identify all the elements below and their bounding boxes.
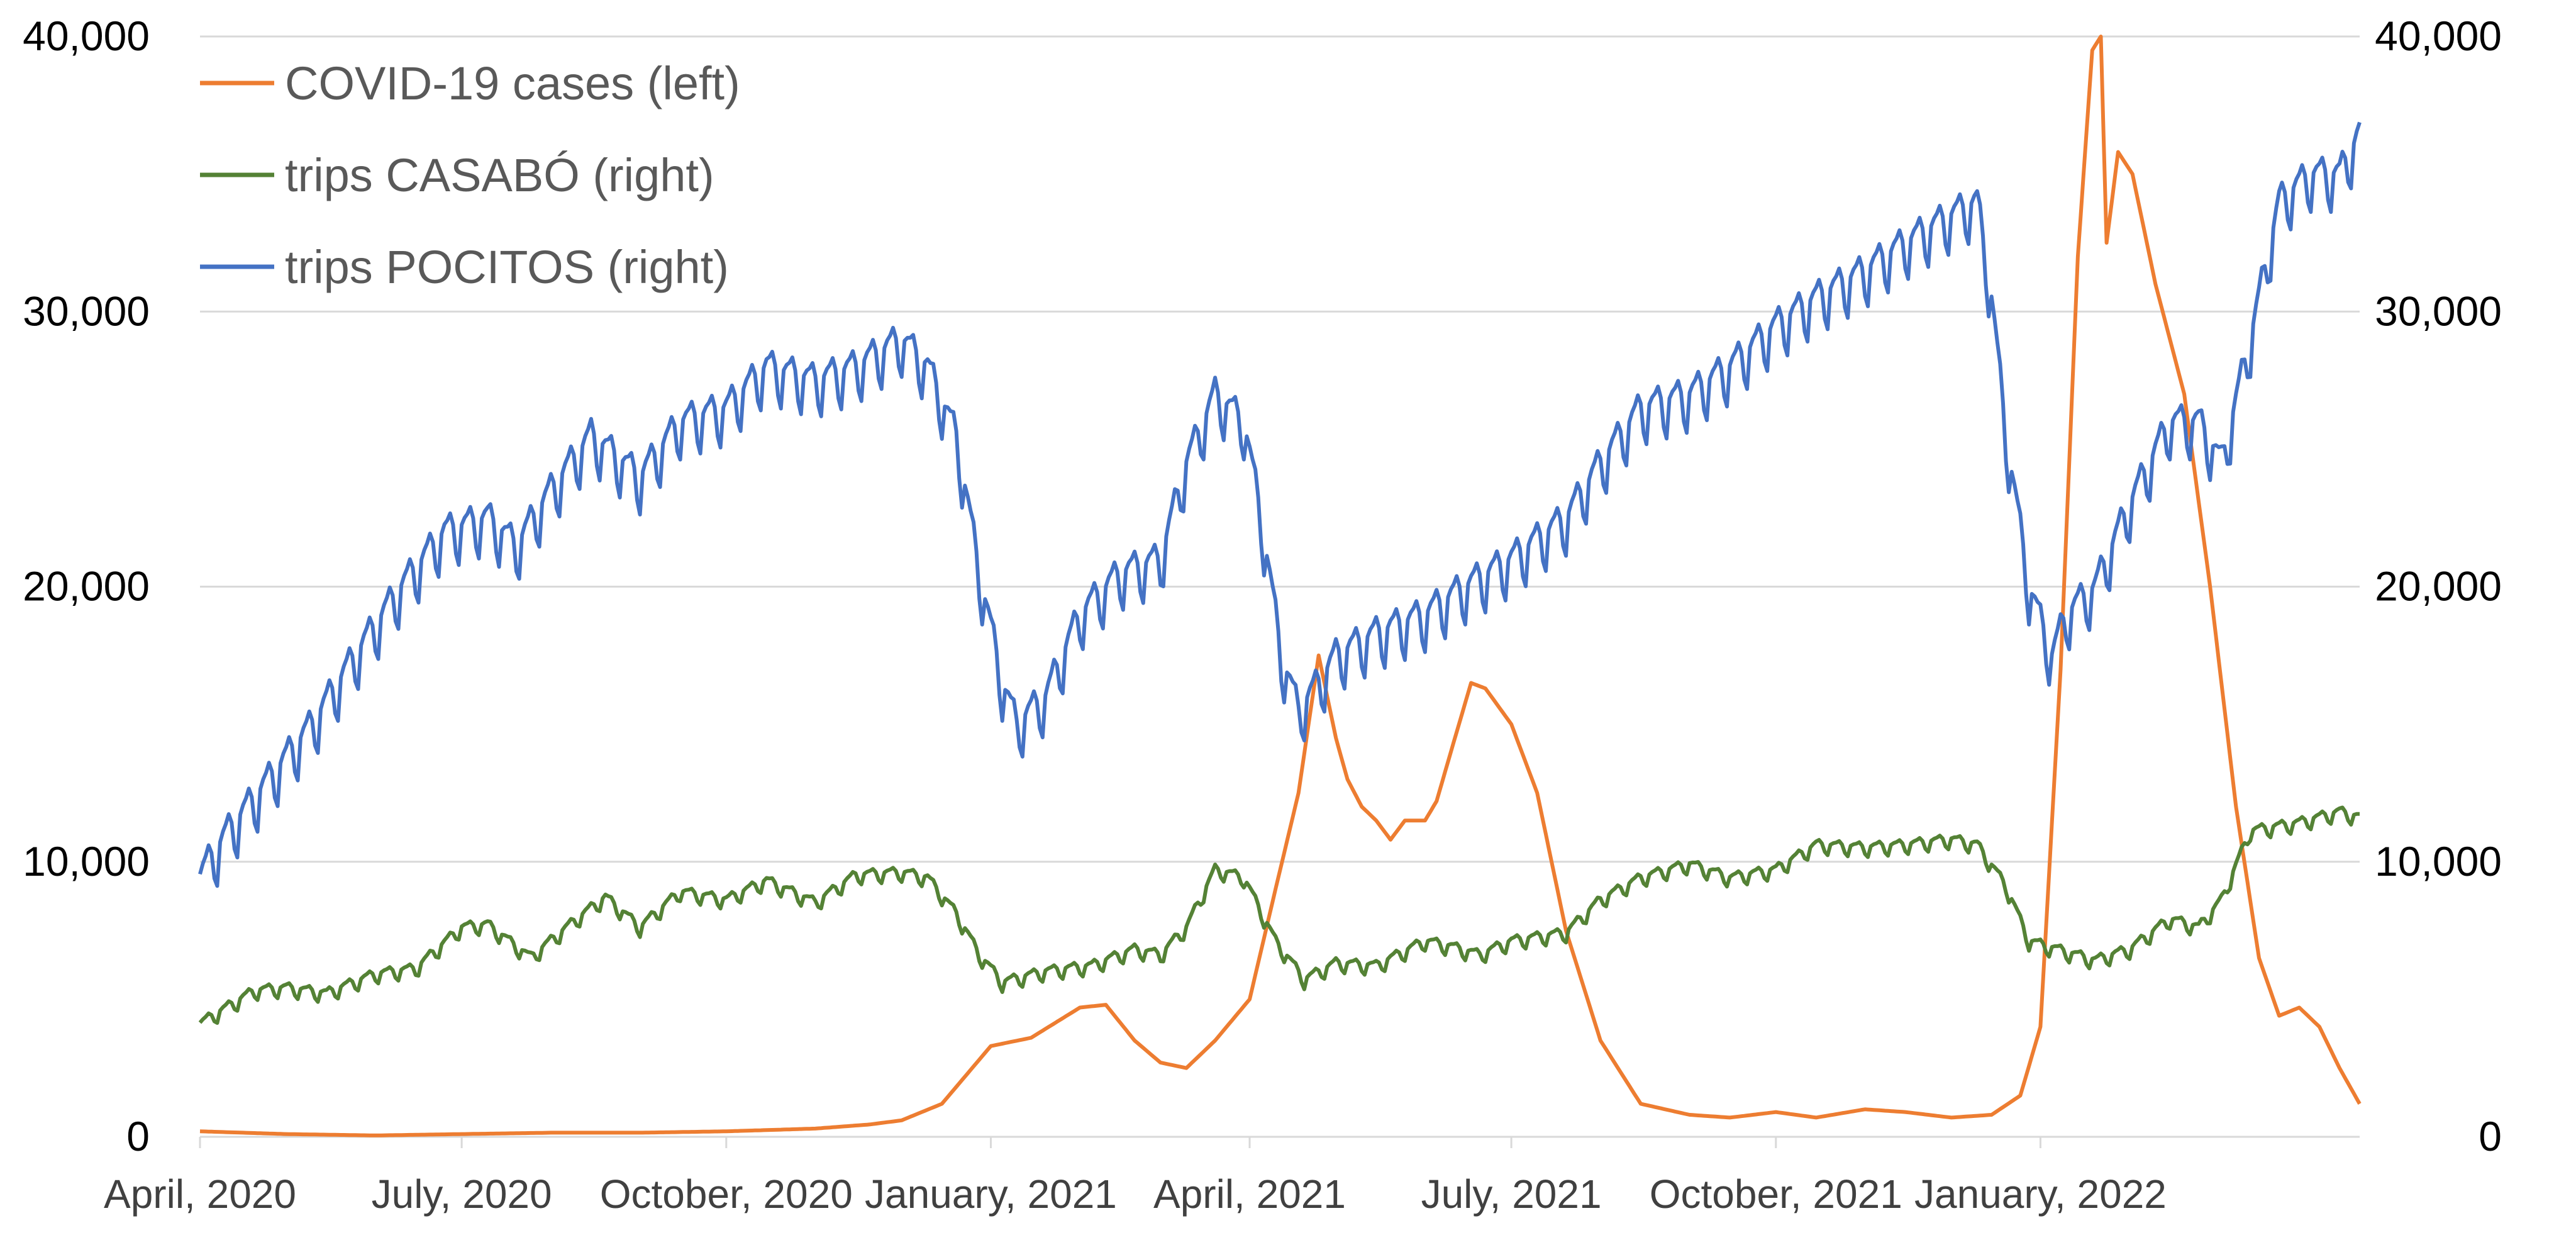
right-y-axis: 0 10,000 20,000 30,000 40,000 [2375, 13, 2502, 1159]
left-y-tick-label: 10,000 [23, 838, 150, 885]
legend-label: trips CASABÓ (right) [285, 149, 714, 201]
x-tick-label: January, 2022 [1914, 1171, 2167, 1217]
series-lines [198, 35, 2362, 1137]
left-y-tick-label: 0 [126, 1113, 150, 1159]
legend-label: trips POCITOS (right) [285, 241, 729, 293]
x-tick-label: July, 2021 [1421, 1171, 1602, 1217]
right-y-tick-label: 10,000 [2375, 838, 2502, 885]
x-tick-label: October, 2020 [600, 1171, 853, 1217]
left-y-tick-label: 30,000 [23, 288, 150, 334]
x-tick-label: April, 2021 [1153, 1171, 1346, 1217]
right-y-tick-label: 40,000 [2375, 13, 2502, 59]
right-y-tick-label: 0 [2479, 1113, 2502, 1159]
series-line-1 [198, 805, 2360, 1025]
right-y-tick-label: 20,000 [2375, 563, 2502, 610]
left-y-axis: 0 10,000 20,000 30,000 40,000 [23, 13, 150, 1159]
x-axis: April, 2020 July, 2020 October, 2020 Januar… [104, 1136, 2360, 1217]
left-y-tick-label: 20,000 [23, 563, 150, 610]
legend: COVID-19 cases (left) trips CASABÓ (right… [200, 57, 740, 293]
legend-label: COVID-19 cases (left) [285, 57, 740, 109]
x-tick-label: July, 2020 [372, 1171, 552, 1217]
series-line-0 [199, 35, 2362, 1137]
x-tick-label: October, 2021 [1650, 1171, 1902, 1217]
x-tick-label: January, 2021 [865, 1171, 1117, 1217]
right-y-tick-label: 30,000 [2375, 288, 2502, 334]
series-line-2 [198, 121, 2362, 888]
left-y-tick-label: 40,000 [23, 13, 150, 59]
x-tick-label: April, 2020 [104, 1171, 296, 1217]
grid-lines [200, 35, 2360, 863]
